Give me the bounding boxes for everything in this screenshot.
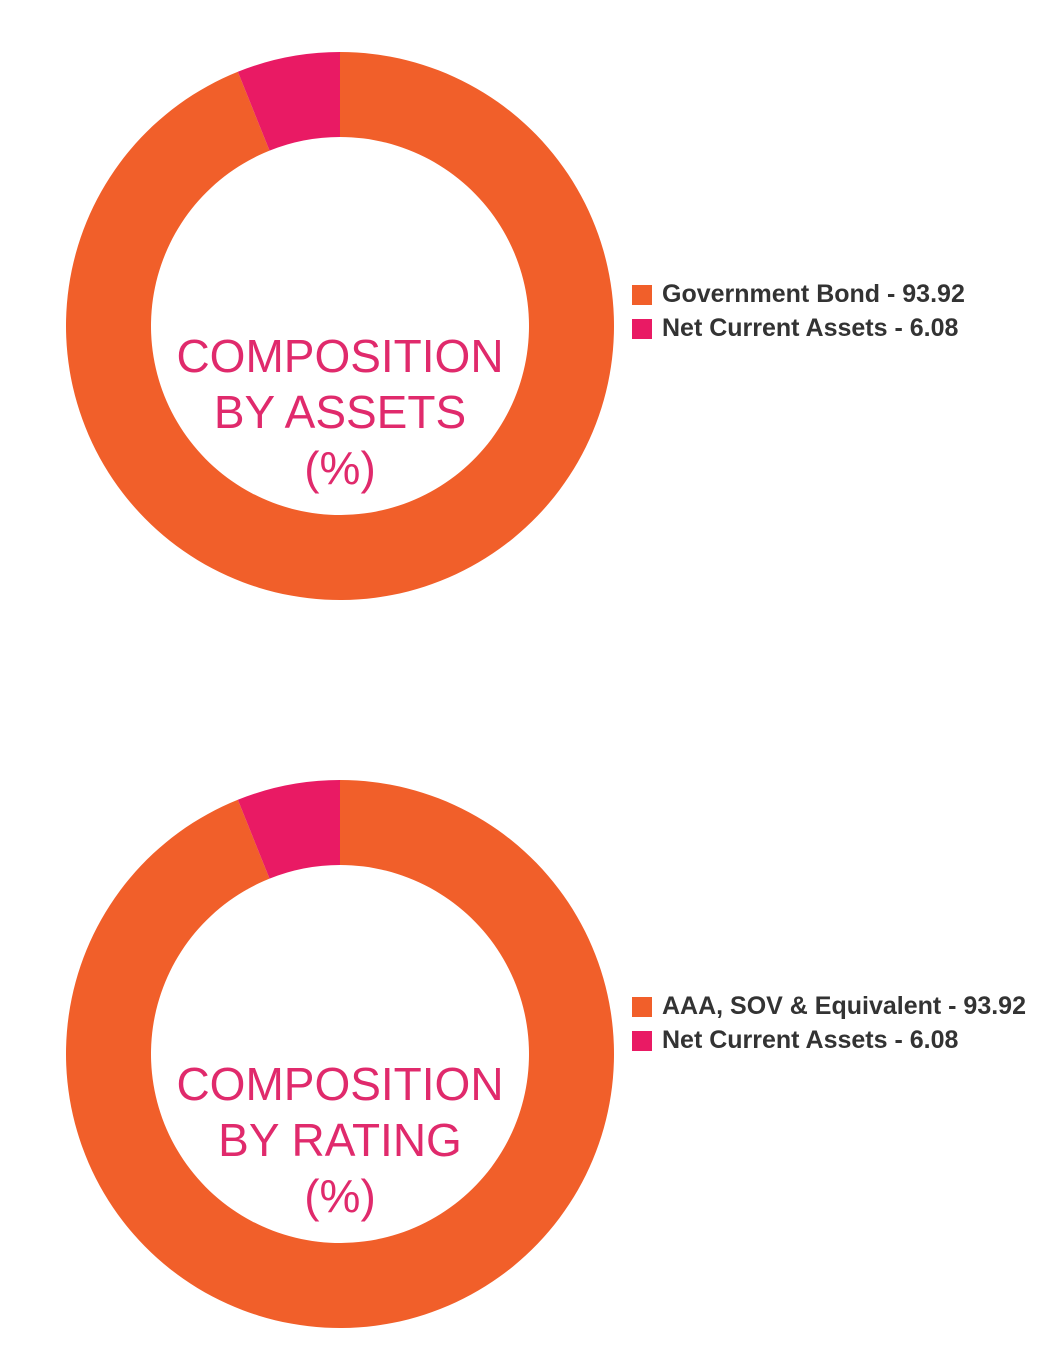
donut-slice-net-current-assets-6-08 [237,52,340,151]
assets-title-line-2: BY ASSETS [213,386,467,438]
rating-center-title: COMPOSITION BY RATING (%) [140,1056,540,1224]
rating-composition-chart: COMPOSITION BY RATING (%) AAA, SOV & Equ… [0,776,1048,1336]
donut-slice-government-bond-93-92 [65,52,614,600]
rating-title-line-3: (%) [304,1170,376,1222]
assets-title-line-1: COMPOSITION [176,330,504,382]
legend-label-aaa-sov-equivalent: AAA, SOV & Equivalent - 93.92 [662,992,1026,1020]
assets-donut [65,52,614,600]
rating-title-line-1: COMPOSITION [176,1058,504,1110]
assets-legend: Government Bond - 93.92 Net Current Asse… [632,277,1032,345]
legend-swatch-net-current-assets [632,319,652,339]
donut-slice-net-current-assets-6-08 [237,780,340,879]
rating-title-line-2: BY RATING [218,1114,462,1166]
legend-swatch-aaa-sov-equivalent [632,997,652,1017]
assets-composition-chart: COMPOSITION BY ASSETS (%) Government Bon… [0,48,1048,608]
legend-item-government-bond: Government Bond - 93.92 [632,277,1032,311]
legend-swatch-government-bond [632,285,652,305]
rating-legend: AAA, SOV & Equivalent - 93.92 Net Curren… [632,989,1032,1057]
legend-label-government-bond: Government Bond - 93.92 [662,280,965,308]
legend-item-net-current-assets: Net Current Assets - 6.08 [632,311,1032,345]
legend-item-net-current-assets-rating: Net Current Assets - 6.08 [632,1023,1032,1057]
legend-label-net-current-assets: Net Current Assets - 6.08 [662,314,959,342]
legend-label-net-current-assets-rating: Net Current Assets - 6.08 [662,1026,959,1054]
rating-donut [65,780,614,1328]
legend-swatch-net-current-assets-rating [632,1031,652,1051]
donut-slice-aaa-sov-equivalent-93-92 [65,780,614,1328]
assets-center-title: COMPOSITION BY ASSETS (%) [140,328,540,496]
legend-item-aaa-sov-equivalent: AAA, SOV & Equivalent - 93.92 [632,989,1032,1023]
assets-title-line-3: (%) [304,442,376,494]
